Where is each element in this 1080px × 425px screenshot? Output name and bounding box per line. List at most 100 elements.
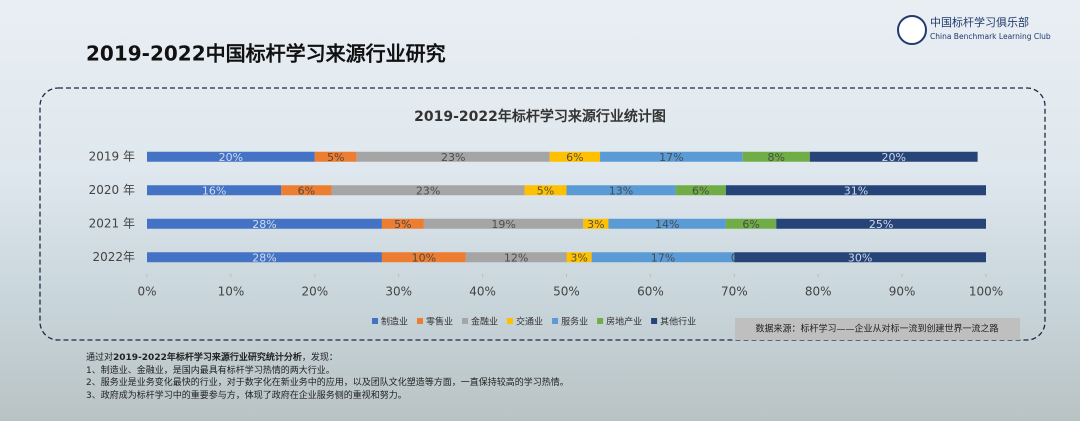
data-label: 5%	[537, 184, 554, 197]
bar-segment	[566, 185, 676, 196]
legend-swatch	[462, 318, 469, 324]
legend-label: 制造业	[381, 316, 408, 328]
legend-label: 交通业	[516, 316, 543, 328]
bar-segment	[381, 252, 466, 263]
intro-bold: 2019-2022年标杆学习来源行业研究统计分析	[113, 353, 302, 363]
x-tick-label: 60%	[637, 285, 664, 299]
data-label: 25%	[869, 218, 893, 231]
bar-segment	[147, 252, 382, 263]
data-label: 10%	[412, 251, 436, 264]
bar-segment	[524, 185, 567, 196]
legend-swatch	[507, 318, 514, 324]
data-label: 3%	[570, 251, 587, 264]
intro-prefix: 通过对	[86, 353, 114, 363]
bar-segment	[566, 252, 592, 263]
bar-segment	[725, 218, 777, 229]
bar-segment	[591, 252, 735, 263]
bar-segment	[356, 151, 550, 162]
x-tick-label: 90%	[889, 285, 916, 299]
x-tick-label: 0%	[137, 285, 156, 299]
logo-icon	[897, 15, 927, 45]
x-tick-label: 100%	[969, 285, 1003, 299]
y-tick-label: 2022年	[92, 250, 135, 264]
y-tick-label: 2020 年	[89, 183, 135, 197]
bar-segment	[465, 252, 567, 263]
data-label: 5%	[394, 218, 411, 231]
legend-label: 其他行业	[660, 316, 696, 328]
data-label: 12%	[504, 251, 528, 264]
data-label: 6%	[692, 184, 709, 197]
bar-segment	[314, 151, 357, 162]
legend-swatch	[597, 318, 604, 324]
legend-swatch	[372, 318, 378, 324]
x-tick-label: 70%	[721, 285, 748, 299]
x-tick-label: 50%	[553, 285, 580, 299]
data-label: 17%	[659, 151, 683, 164]
note-item: 2、服务业是业务变化最快的行业，对于数字化在新业务中的应用，以及团队文化塑造等方…	[86, 378, 569, 388]
x-tick-label: 30%	[385, 285, 412, 299]
bar-segment	[725, 185, 986, 196]
bar-segment	[776, 218, 986, 229]
bar-segment	[331, 185, 525, 196]
bar-segment	[281, 185, 332, 196]
data-label: 28%	[252, 251, 276, 264]
data-label: 6%	[298, 184, 315, 197]
data-label: 6%	[566, 151, 583, 164]
notes-intro: 通过对2019-2022年标杆学习来源行业研究统计分析，发现：	[86, 352, 569, 365]
data-label: 14%	[655, 218, 679, 231]
data-label: 8%	[768, 151, 785, 164]
data-label: 19%	[491, 218, 515, 231]
data-label: 16%	[202, 184, 226, 197]
bar-segment	[147, 151, 315, 162]
intro-suffix: ，发现：	[301, 353, 338, 363]
bar-segment	[675, 185, 726, 196]
legend-label: 服务业	[561, 316, 588, 328]
data-label: 23%	[416, 184, 440, 197]
bar-segment	[600, 151, 743, 162]
bar-segment	[734, 252, 986, 263]
legend-label: 金融业	[471, 316, 498, 328]
bar-segment	[147, 218, 382, 229]
data-label: 6%	[742, 218, 759, 231]
y-tick-label: 2021 年	[89, 216, 135, 230]
legend-swatch	[552, 318, 559, 324]
note-item: 3、政府成为标杆学习中的重要参与方，体现了政府在企业服务侧的重视和努力。	[86, 390, 407, 401]
data-label: 30%	[848, 251, 872, 264]
x-tick-label: 10%	[218, 285, 245, 299]
notes: 通过对2019-2022年标杆学习来源行业研究统计分析，发现： 1、制造业、金融…	[86, 352, 569, 402]
logo-name: 中国标杆学习俱乐部	[930, 15, 1029, 29]
data-label: 13%	[609, 184, 633, 197]
data-label: 31%	[844, 184, 868, 197]
legend-label: 零售业	[426, 316, 453, 328]
bar-segment	[583, 218, 609, 229]
bar-segment	[742, 151, 810, 162]
data-label: 28%	[252, 218, 276, 231]
source: 数据来源：标杆学习——企业从对标一流到创建世界一流之路	[755, 323, 998, 335]
x-tick-label: 40%	[469, 285, 496, 299]
logo-subtitle: China Benchmark Learning Club	[930, 32, 1051, 41]
bar-segment	[809, 151, 978, 162]
bar-segment	[381, 218, 424, 229]
legend-swatch	[417, 318, 424, 324]
legend-swatch	[651, 318, 658, 324]
page-title: 2019-2022中国标杆学习来源行业研究	[86, 42, 446, 66]
data-label: 5%	[327, 151, 344, 164]
data-label: 20%	[219, 151, 243, 164]
note-item: 1、制造业、金融业，是国内最具有标杆学习热情的两大行业。	[86, 365, 335, 376]
bar-segment	[549, 151, 601, 162]
legend-label: 房地产业	[606, 316, 642, 328]
data-label: 23%	[441, 151, 465, 164]
data-label: 20%	[881, 151, 905, 164]
bar-segment	[608, 218, 726, 229]
chart-frame	[39, 87, 1046, 341]
x-tick-label: 80%	[805, 285, 832, 299]
bar-segment	[423, 218, 584, 229]
data-label: 17%	[651, 251, 675, 264]
data-label: 3%	[587, 218, 604, 231]
chart-title: 2019-2022年标杆学习来源行业统计图	[414, 108, 666, 125]
y-tick-label: 2019 年	[89, 149, 135, 163]
bar-segment	[147, 185, 282, 196]
x-tick-label: 20%	[301, 285, 328, 299]
